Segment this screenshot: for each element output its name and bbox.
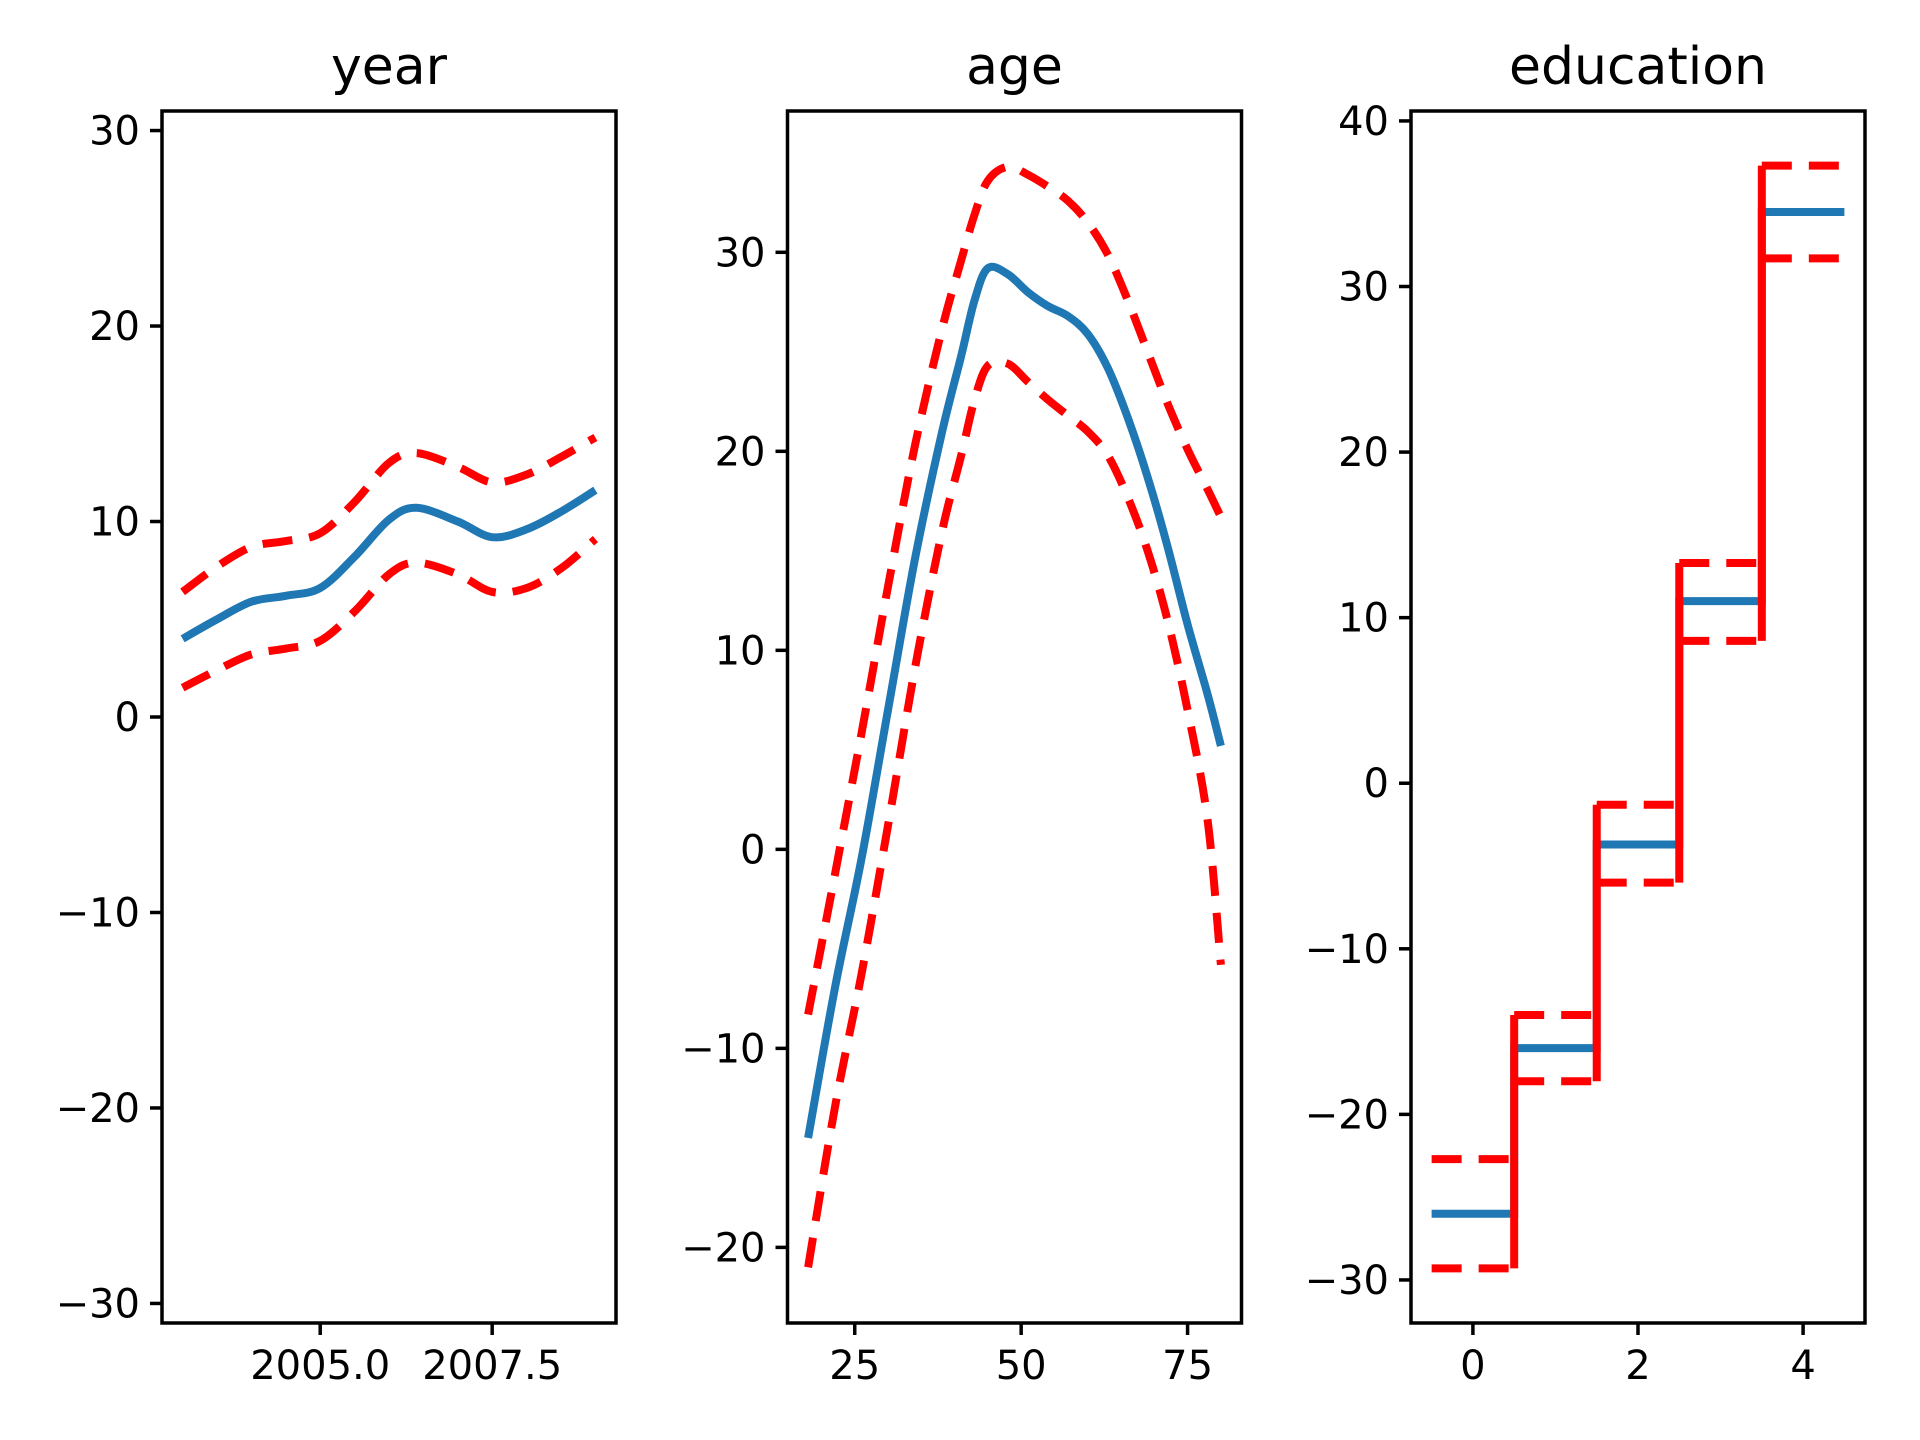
x-tick-label: 2005.0	[250, 1343, 390, 1389]
series-lower-band	[804, 357, 1225, 1268]
x-tick-label: 2007.5	[422, 1343, 562, 1389]
series-upper-band	[804, 162, 1225, 1016]
x-tick-label: 25	[829, 1343, 880, 1389]
y-tick-label: −30	[1305, 1258, 1389, 1304]
x-tick-label: 4	[1790, 1343, 1815, 1389]
y-tick-label: −20	[56, 1086, 140, 1132]
y-tick-label: 0	[740, 827, 765, 873]
y-tick-label: 30	[89, 109, 140, 155]
y-tick-label: −10	[1305, 927, 1389, 973]
y-tick-label: −30	[56, 1281, 140, 1327]
y-tick-label: 30	[715, 230, 766, 276]
series-lower-band	[180, 536, 599, 692]
y-tick-label: −20	[681, 1225, 765, 1271]
panel-title: education	[1509, 37, 1767, 97]
axes-spines	[785, 109, 1244, 1325]
panel-education: education 0 2 4 −30 −20 −10 0 10 20 30 40	[1305, 37, 1867, 1389]
y-tick-label: 10	[1338, 596, 1389, 642]
y-tick-label: 0	[1364, 761, 1389, 807]
axis-ticks: 25 50 75 −20 −10 0 10 20 30	[681, 230, 1213, 1389]
x-tick-label: 0	[1460, 1343, 1485, 1389]
series-fit	[180, 486, 598, 643]
series-fit	[804, 262, 1225, 1139]
axis-ticks: 2005.0 2007.5 −30 −20 −10 0 10 20 30	[56, 109, 563, 1389]
y-tick-label: 30	[1338, 265, 1389, 311]
series-upper-band	[180, 433, 598, 596]
panel-title: age	[966, 37, 1063, 97]
y-tick-label: 40	[1338, 99, 1389, 145]
y-tick-label: 10	[89, 500, 140, 546]
panel-title: year	[331, 37, 448, 97]
axes-spines	[1409, 109, 1867, 1325]
y-tick-label: −10	[681, 1026, 765, 1072]
y-tick-label: 20	[1338, 430, 1389, 476]
series-group	[180, 433, 599, 692]
series-group	[804, 162, 1225, 1268]
x-tick-label: 50	[996, 1343, 1047, 1389]
axes-spines	[160, 109, 618, 1325]
y-tick-label: 20	[89, 304, 140, 350]
y-tick-label: 0	[115, 695, 140, 741]
y-tick-label: −20	[1305, 1092, 1389, 1138]
y-tick-label: 20	[715, 429, 766, 475]
panel-year: year 2005.0 2007.5 −30 −20 −10 0 10 20 30	[56, 37, 618, 1389]
series-group	[1431, 161, 1845, 1273]
y-tick-label: 10	[715, 628, 766, 674]
x-tick-label: 2	[1625, 1343, 1650, 1389]
y-tick-label: −10	[56, 890, 140, 936]
panel-age: age 25 50 75 −20 −10 0 10 20 30	[681, 37, 1244, 1389]
axis-ticks: 0 2 4 −30 −20 −10 0 10 20 30 40	[1305, 99, 1816, 1389]
x-tick-label: 75	[1162, 1343, 1213, 1389]
